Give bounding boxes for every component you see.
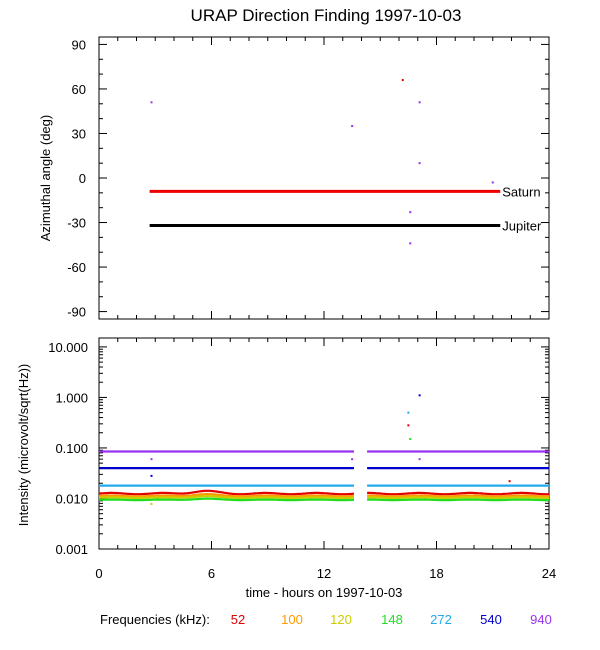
intensity-plot-frame xyxy=(98,337,550,550)
azimuth-plot-frame xyxy=(98,36,550,320)
legend-entries: 52 100 120 148 272 540 940 xyxy=(231,612,552,627)
azimuth-point xyxy=(491,181,494,184)
intensity-spike xyxy=(508,480,511,483)
intensity-spike xyxy=(418,394,421,397)
legend-entry-272: 272 xyxy=(430,612,452,627)
azimuth-panel: Azimuthal angle (deg) 90 60 30 0 -30 -60 -90 S… xyxy=(38,36,550,320)
intensity-spike xyxy=(150,502,153,505)
legend-entry-540: 540 xyxy=(480,612,502,627)
x-tick-label: 0 xyxy=(95,566,102,581)
intensity-panel: Intensity (microvolt/sqrt(Hz)) 10.000 1.0… xyxy=(16,337,550,557)
intensity-ticks: 10.000 1.000 0.100 0.010 0.001 xyxy=(48,338,550,557)
intensity-y-tick-label: 0.001 xyxy=(55,542,88,557)
azimuth-y-tick-label: -60 xyxy=(67,260,86,275)
intensity-spike xyxy=(150,458,153,461)
x-tick-label: 24 xyxy=(542,566,556,581)
chart-title: URAP Direction Finding 1997-10-03 xyxy=(191,6,462,25)
series-100-khz xyxy=(98,493,549,498)
legend-entry-148: 148 xyxy=(381,612,403,627)
legend-entry-100: 100 xyxy=(281,612,303,627)
azimuth-reference-lines: Saturn Jupiter xyxy=(149,184,542,233)
intensity-spikes xyxy=(150,394,511,505)
saturn-label: Saturn xyxy=(502,184,540,199)
x-tick-label: 12 xyxy=(317,566,331,581)
series-120-khz xyxy=(98,495,549,499)
intensity-y-axis-label: Intensity (microvolt/sqrt(Hz)) xyxy=(16,364,31,527)
series-52-khz xyxy=(98,489,549,496)
azimuth-y-tick-label: 90 xyxy=(72,37,86,52)
intensity-spike xyxy=(407,411,410,414)
legend-entry-52: 52 xyxy=(231,612,245,627)
intensity-spike xyxy=(407,424,410,427)
intensity-y-tick-label: 0.100 xyxy=(55,441,88,456)
series-148-khz xyxy=(99,497,549,502)
legend-entry-120: 120 xyxy=(330,612,352,627)
legend-prefix: Frequencies (kHz): xyxy=(100,612,210,627)
x-tick-labels: 0 6 12 18 24 xyxy=(95,566,556,581)
intensity-series xyxy=(98,450,549,502)
x-axis-label: time - hours on 1997-10-03 xyxy=(246,585,403,600)
azimuth-points xyxy=(150,79,494,245)
azimuth-point xyxy=(409,242,412,245)
intensity-spike xyxy=(409,438,412,441)
x-tick-label: 6 xyxy=(208,566,215,581)
azimuth-y-tick-label: 60 xyxy=(72,82,86,97)
azimuth-y-tick-label: 0 xyxy=(79,171,86,186)
intensity-spike xyxy=(418,458,421,461)
azimuth-ticks: 90 60 30 0 -30 -60 -90 xyxy=(67,37,550,320)
azimuth-y-tick-label: -90 xyxy=(67,305,86,320)
azimuth-point xyxy=(418,162,421,165)
azimuth-y-tick-label: 30 xyxy=(72,126,86,141)
legend: Frequencies (kHz): 52 100 120 148 272 540 940 xyxy=(100,612,552,627)
azimuth-y-tick-label: -30 xyxy=(67,216,86,231)
legend-entry-940: 940 xyxy=(530,612,552,627)
intensity-y-tick-label: 1.000 xyxy=(55,390,88,405)
intensity-y-tick-label: 0.010 xyxy=(55,491,88,506)
intensity-y-tick-label: 10.000 xyxy=(48,340,88,355)
azimuth-point xyxy=(150,101,153,104)
azimuth-y-axis-label: Azimuthal angle (deg) xyxy=(38,115,53,241)
jupiter-label: Jupiter xyxy=(502,218,542,233)
x-tick-label: 18 xyxy=(429,566,443,581)
azimuth-point xyxy=(351,125,354,128)
azimuth-point xyxy=(418,101,421,104)
intensity-spike xyxy=(351,458,354,461)
azimuth-point xyxy=(409,211,412,214)
azimuth-point xyxy=(401,79,404,82)
intensity-spike xyxy=(150,474,153,477)
